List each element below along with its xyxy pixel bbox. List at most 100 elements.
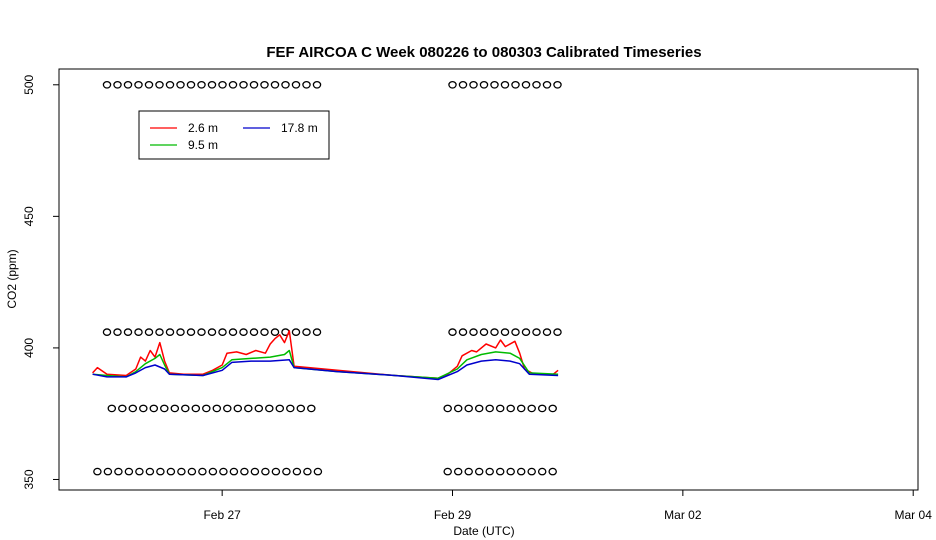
y-axis: 350 400 450 500 [22, 74, 59, 489]
flag-marker [128, 404, 138, 413]
flag-marker [139, 404, 148, 413]
flag-marker [516, 467, 526, 476]
flag-marker [223, 404, 232, 413]
flag-marker [506, 404, 515, 413]
flag-marker [260, 80, 269, 89]
flag-marker [532, 80, 541, 89]
flag-marker [181, 404, 190, 413]
flag-marker [521, 328, 531, 336]
flag-marker [548, 404, 557, 413]
flag-marker [124, 467, 134, 476]
flag-marker [553, 80, 562, 89]
flag-marker [218, 328, 227, 336]
flag-marker [165, 328, 175, 336]
x-tick-label: Mar 02 [664, 508, 702, 522]
flag-marker [453, 404, 463, 413]
x-tick-label: Mar 04 [895, 508, 933, 522]
flag-marker [102, 80, 112, 89]
flag-marker [270, 328, 280, 336]
flag-marker [511, 80, 520, 89]
flag-marker [553, 328, 562, 336]
y-tick-label: 350 [22, 469, 36, 489]
flag-marker [155, 80, 164, 89]
flag-marker [198, 467, 207, 476]
flag-marker [155, 328, 164, 336]
plot-frame [58, 68, 919, 491]
flag-marker [448, 80, 457, 89]
flag-marker [218, 80, 227, 89]
flag-marker [302, 80, 311, 89]
flag-marker [134, 80, 143, 89]
flag-marker [271, 467, 281, 476]
flag-marker [239, 328, 248, 336]
flag-marker [527, 404, 536, 413]
flag-marker [114, 467, 123, 476]
flag-marker [313, 467, 323, 476]
flag-marker [307, 404, 316, 413]
legend-label: 9.5 m [188, 138, 218, 152]
flag-marker [548, 467, 557, 476]
flag-marker [160, 404, 169, 413]
flag-marker [453, 467, 463, 476]
flag-marker [113, 80, 122, 89]
legend-box [138, 110, 330, 160]
flag-marker [265, 404, 274, 413]
flag-marker [532, 328, 541, 336]
flag-marker [261, 467, 270, 476]
flag-marker [197, 80, 206, 89]
flag-marker [93, 467, 102, 476]
y-tick-label: 500 [22, 74, 36, 94]
flag-marker [296, 404, 306, 413]
flag-marker [282, 467, 291, 476]
legend: 2.6 m 9.5 m 17.8 m [138, 110, 330, 160]
flag-marker [102, 328, 112, 336]
y-axis-label: CO2 (ppm) [5, 249, 19, 308]
flag-marker [464, 467, 473, 476]
legend-label: 2.6 m [188, 121, 218, 135]
flag-marker [186, 80, 196, 89]
flag-marker [458, 80, 468, 89]
flag-marker [118, 404, 127, 413]
flag-marker [187, 467, 197, 476]
flag-marker [292, 467, 302, 476]
flag-marker [107, 404, 117, 413]
flag-marker [443, 467, 452, 476]
flag-marker [103, 467, 113, 476]
flag-marker [260, 328, 269, 336]
flag-marker [521, 80, 531, 89]
flag-marker [312, 80, 322, 89]
flag-marker [495, 467, 505, 476]
flag-marker [516, 404, 526, 413]
flag-marker [135, 467, 144, 476]
flag-marker [479, 328, 489, 336]
series-lines [92, 330, 559, 381]
flag-marker [144, 328, 154, 336]
flag-marker [485, 467, 494, 476]
flag-marker [303, 467, 312, 476]
y-tick-label: 450 [22, 206, 36, 226]
flag-marker [469, 80, 478, 89]
flag-marker [202, 404, 211, 413]
flag-marker [506, 467, 515, 476]
flag-marker [537, 404, 547, 413]
flag-marker [208, 467, 218, 476]
flag-marker [166, 467, 176, 476]
legend-label: 17.8 m [281, 121, 318, 135]
flag-marker [500, 328, 510, 336]
flag-marker [474, 467, 484, 476]
flag-marker [448, 328, 457, 336]
flag-marker [485, 404, 494, 413]
flag-marker [479, 80, 489, 89]
x-tick-label: Feb 29 [434, 508, 472, 522]
flag-marker [469, 328, 478, 336]
y-tick-label: 400 [22, 338, 36, 358]
flag-marker [474, 404, 484, 413]
flag-marker [500, 80, 510, 89]
flag-marker [527, 467, 536, 476]
flag-marker [490, 328, 499, 336]
flag-marker [249, 80, 259, 89]
flag-marker [123, 80, 133, 89]
flag-marker [250, 467, 260, 476]
flag-marker [302, 328, 311, 336]
